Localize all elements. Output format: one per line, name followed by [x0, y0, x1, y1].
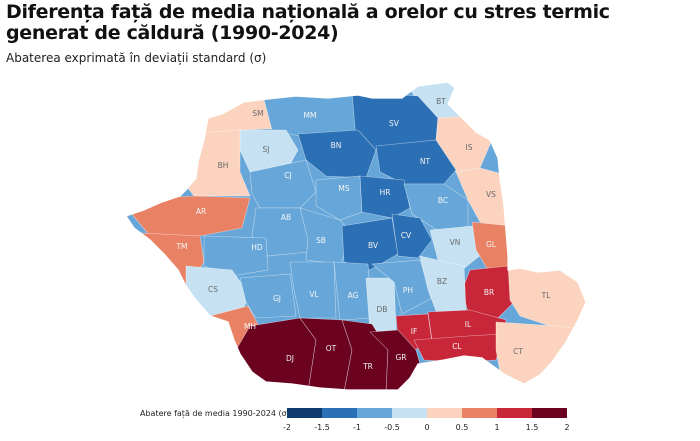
county-label-sv: SV [389, 119, 400, 128]
county-label-ct: CT [513, 347, 523, 356]
county-label-gr: GR [395, 353, 406, 362]
legend-tick-0: -2 [283, 423, 291, 432]
county-label-ph: PH [403, 286, 413, 295]
county-label-sm: SM [252, 109, 263, 118]
legend-title: Abatere față de media 1990-2024 (σ) [140, 409, 290, 418]
county-label-is: IS [466, 143, 473, 152]
legend-swatch-2 [357, 408, 392, 418]
map-subtitle: Abaterea exprimată în deviații standard … [6, 51, 267, 65]
legend-swatch-4 [427, 408, 462, 418]
county-label-bv: BV [368, 241, 379, 250]
county-label-tm: TM [175, 242, 187, 251]
county-label-br: BR [484, 288, 494, 297]
county-label-bz: BZ [437, 277, 447, 286]
county-label-cj: CJ [284, 171, 291, 180]
county-label-mh: MH [244, 322, 256, 331]
county-label-ot: OT [326, 344, 337, 353]
county-label-cv: CV [401, 231, 412, 240]
county-BV[interactable] [341, 217, 399, 271]
county-CL[interactable] [413, 333, 505, 363]
county-label-bc: BC [438, 196, 448, 205]
legend-tick-7: 1.5 [526, 423, 539, 432]
legend-swatch-7 [532, 408, 567, 418]
legend-tick-1: -1.5 [314, 423, 330, 432]
legend-tick-3: -0.5 [384, 423, 400, 432]
county-label-cs: CS [208, 285, 218, 294]
county-label-bh: BH [218, 161, 229, 170]
legend-swatch-0 [287, 408, 322, 418]
county-label-ms: MS [338, 184, 349, 193]
county-label-gl: GL [486, 240, 497, 249]
county-label-ab: AB [281, 213, 291, 222]
legend-swatch-1 [322, 408, 357, 418]
legend-tick-5: 0.5 [456, 423, 469, 432]
county-label-vl: VL [309, 290, 319, 299]
county-VN[interactable] [429, 225, 483, 271]
county-label-sj: SJ [263, 145, 270, 154]
legend-tick-2: -1 [353, 423, 361, 432]
county-label-vn: VN [450, 238, 461, 247]
county-label-if: IF [411, 327, 418, 336]
county-label-dj: DJ [286, 354, 294, 363]
county-VL[interactable] [289, 261, 337, 319]
county-HD[interactable] [203, 235, 269, 277]
county-label-nt: NT [420, 157, 431, 166]
county-CT[interactable] [495, 321, 590, 392]
legend-swatch-6 [497, 408, 532, 418]
legend-tick-4: 0 [424, 423, 429, 432]
county-GJ[interactable] [239, 273, 297, 319]
country-outline [125, 81, 587, 391]
county-CV[interactable] [391, 213, 433, 259]
county-HR[interactable] [359, 175, 411, 219]
county-label-bt: BT [436, 97, 446, 106]
county-label-tr: TR [362, 362, 373, 371]
county-label-ag: AG [348, 291, 359, 300]
map-title: Diferența față de media națională a orel… [6, 1, 610, 44]
county-label-hr: HR [380, 188, 391, 197]
county-label-tl: TL [541, 291, 552, 300]
county-PH[interactable] [371, 259, 433, 315]
legend-tick-6: 1 [494, 423, 499, 432]
county-MS[interactable] [315, 175, 363, 221]
county-label-ar: AR [196, 207, 206, 216]
romania-county-map: SM MM SV BT SJ BN BH IS NT CJ MS HR VS BC AR AB SB BV CV VN… [125, 81, 590, 392]
county-label-mm: MM [304, 111, 317, 120]
county-label-hd: HD [251, 243, 263, 252]
county-label-db: DB [377, 305, 388, 314]
county-label-il: IL [465, 320, 472, 329]
county-label-gj: GJ [273, 294, 281, 303]
county-label-bn: BN [331, 141, 342, 150]
county-BC[interactable] [403, 183, 469, 233]
county-label-cl: CL [452, 342, 462, 351]
legend-swatch-3 [392, 408, 427, 418]
color-legend: -2 -1.5 -1 -0.5 0 0.5 1 1.5 2 [283, 408, 570, 432]
county-label-vs: VS [486, 190, 496, 199]
county-label-sb: SB [316, 236, 326, 245]
legend-tick-8: 2 [564, 423, 569, 432]
legend-swatch-5 [462, 408, 497, 418]
